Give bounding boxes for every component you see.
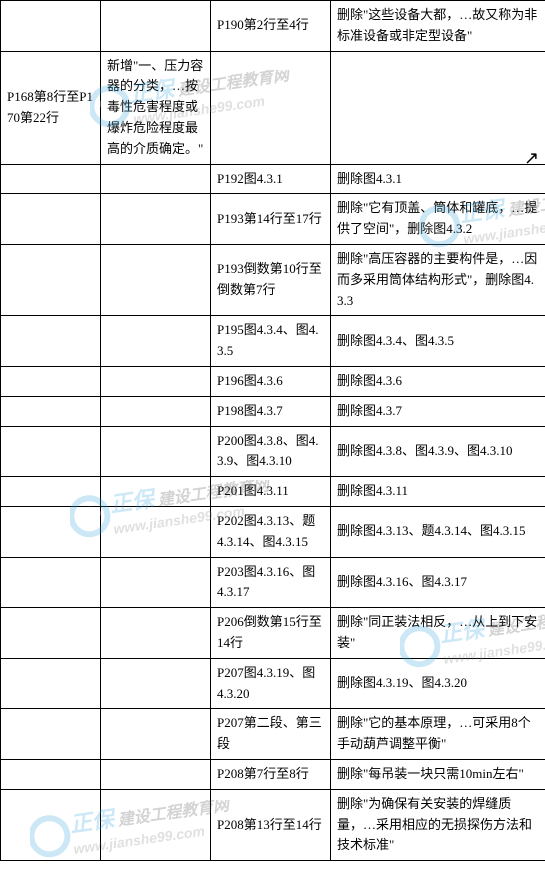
table-cell-col2 (101, 244, 211, 315)
table-row: P201图4.3.11删除图4.3.11 (1, 477, 545, 507)
table-cell-col4: 删除"为确保有关安装的焊缝质量，…采用相应的无损探伤方法和技术标准" (331, 789, 545, 860)
table-cell-col3: P192图4.3.1 (211, 164, 331, 194)
table-cell-col4: 删除图4.3.7 (331, 396, 545, 426)
table-row: P202图4.3.13、题4.3.14、图4.3.15删除图4.3.13、题4.… (1, 506, 545, 557)
table-cell-col2 (101, 426, 211, 477)
table-row: P198图4.3.7删除图4.3.7 (1, 396, 545, 426)
table-cell-col3: P200图4.3.8、图4.3.9、图4.3.10 (211, 426, 331, 477)
table-cell-col2 (101, 709, 211, 760)
table-cell-col2 (101, 477, 211, 507)
table-row: P208第7行至8行删除"每吊装一块只需10min左右" (1, 759, 545, 789)
table-cell-col1 (1, 316, 101, 367)
table-cell-col2: 新增"一、压力容器的分类，…按毒性危害程度或爆炸危险程度最高的介质确定。" (101, 51, 211, 164)
table-cell-col1 (1, 477, 101, 507)
table-cell-col3: P196图4.3.6 (211, 366, 331, 396)
table-cell-col1 (1, 608, 101, 659)
table-cell-col2 (101, 164, 211, 194)
table-cell-col1 (1, 244, 101, 315)
table-cell-col4: 删除"它的基本原理，…可采用8个手动葫芦调整平衡" (331, 709, 545, 760)
table-cell-col3: P208第13行至14行 (211, 789, 331, 860)
table-cell-col1 (1, 759, 101, 789)
table-cell-col4: 删除图4.3.4、图4.3.5 (331, 316, 545, 367)
table-row: P207第二段、第三段删除"它的基本原理，…可采用8个手动葫芦调整平衡" (1, 709, 545, 760)
table-cell-col4: 删除图4.3.6 (331, 366, 545, 396)
table-row: P208第13行至14行删除"为确保有关安装的焊缝质量，…采用相应的无损探伤方法… (1, 789, 545, 860)
table-cell-col3: P190第2行至4行 (211, 1, 331, 52)
table-cell-col3 (211, 51, 331, 164)
table-row: P196图4.3.6删除图4.3.6 (1, 366, 545, 396)
table-cell-col2 (101, 557, 211, 608)
table-row: P207图4.3.19、图4.3.20删除图4.3.19、图4.3.20 (1, 658, 545, 709)
table-cell-col3: P203图4.3.16、图4.3.17 (211, 557, 331, 608)
table-cell-col2 (101, 194, 211, 245)
table-cell-col1 (1, 658, 101, 709)
table-cell-col1: P168第8行至P170第22行 (1, 51, 101, 164)
table-cell-col4: 删除"同正装法相反，…从上到下安装" (331, 608, 545, 659)
table-row: P195图4.3.4、图4.3.5删除图4.3.4、图4.3.5 (1, 316, 545, 367)
table-cell-col4: 删除图4.3.19、图4.3.20 (331, 658, 545, 709)
table-cell-col3: P193第14行至17行 (211, 194, 331, 245)
table-cell-col1 (1, 366, 101, 396)
table-cell-col4: 删除图4.3.8、图4.3.9、图4.3.10 (331, 426, 545, 477)
table-cell-col1 (1, 194, 101, 245)
table-cell-col2 (101, 316, 211, 367)
table-cell-col1 (1, 506, 101, 557)
table-cell-col4: 删除"每吊装一块只需10min左右" (331, 759, 545, 789)
table-cell-col3: P195图4.3.4、图4.3.5 (211, 316, 331, 367)
table-row: P193第14行至17行删除"它有顶盖、筒体和罐底，…提供了空间"，删除图4.3… (1, 194, 545, 245)
table-cell-col2 (101, 1, 211, 52)
table-cell-col4: 删除"这些设备大都，…故又称为非标准设备或非定型设备" (331, 1, 545, 52)
table-cell-col2 (101, 506, 211, 557)
table-cell-col3: P208第7行至8行 (211, 759, 331, 789)
table-cell-col4: 删除"它有顶盖、筒体和罐底，…提供了空间"，删除图4.3.2 (331, 194, 545, 245)
table-cell-col3: P207图4.3.19、图4.3.20 (211, 658, 331, 709)
table-cell-col1 (1, 164, 101, 194)
table-cell-col3: P202图4.3.13、题4.3.14、图4.3.15 (211, 506, 331, 557)
table-cell-col1 (1, 557, 101, 608)
table-cell-col4: 删除图4.3.16、图4.3.17 (331, 557, 545, 608)
table-cell-col4 (331, 51, 545, 164)
table-row: P200图4.3.8、图4.3.9、图4.3.10删除图4.3.8、图4.3.9… (1, 426, 545, 477)
table-row: P206倒数第15行至14行删除"同正装法相反，…从上到下安装" (1, 608, 545, 659)
table-row: P192图4.3.1删除图4.3.1 (1, 164, 545, 194)
table-cell-col1 (1, 709, 101, 760)
table-cell-col3: P198图4.3.7 (211, 396, 331, 426)
table-cell-col3: P207第二段、第三段 (211, 709, 331, 760)
table-cell-col4: 删除图4.3.1 (331, 164, 545, 194)
table-cell-col2 (101, 789, 211, 860)
table-cell-col4: 删除图4.3.13、题4.3.14、图4.3.15 (331, 506, 545, 557)
table-cell-col2 (101, 396, 211, 426)
mouse-cursor: ↖ (524, 148, 539, 169)
table-cell-col3: P193倒数第10行至倒数第7行 (211, 244, 331, 315)
table-cell-col3: P206倒数第15行至14行 (211, 608, 331, 659)
table-cell-col1 (1, 789, 101, 860)
document-table: P190第2行至4行删除"这些设备大都，…故又称为非标准设备或非定型设备"P16… (0, 0, 545, 861)
table-cell-col1 (1, 396, 101, 426)
table-cell-col4: 删除图4.3.11 (331, 477, 545, 507)
table-cell-col1 (1, 426, 101, 477)
table-cell-col2 (101, 608, 211, 659)
table-cell-col2 (101, 658, 211, 709)
table-row: P203图4.3.16、图4.3.17删除图4.3.16、图4.3.17 (1, 557, 545, 608)
table-cell-col1 (1, 1, 101, 52)
table-cell-col2 (101, 366, 211, 396)
table-row: P193倒数第10行至倒数第7行删除"高压容器的主要构件是，…因而多采用筒体结构… (1, 244, 545, 315)
table-cell-col4: 删除"高压容器的主要构件是，…因而多采用筒体结构形式"，删除图4.3.3 (331, 244, 545, 315)
table-cell-col2 (101, 759, 211, 789)
table-row: P190第2行至4行删除"这些设备大都，…故又称为非标准设备或非定型设备" (1, 1, 545, 52)
table-row: P168第8行至P170第22行新增"一、压力容器的分类，…按毒性危害程度或爆炸… (1, 51, 545, 164)
table-cell-col3: P201图4.3.11 (211, 477, 331, 507)
